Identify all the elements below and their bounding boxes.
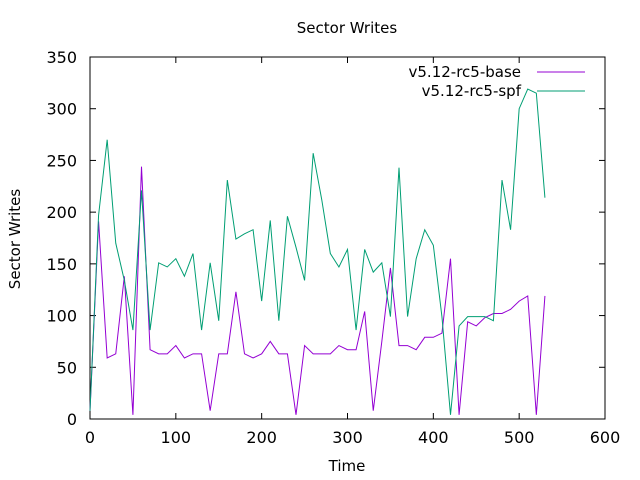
- legend-label: v5.12-rc5-spf: [422, 82, 522, 100]
- y-tick-label: 150: [46, 255, 77, 274]
- chart-title: Sector Writes: [297, 19, 398, 37]
- y-tick-label: 100: [46, 307, 77, 326]
- y-tick-label: 300: [46, 100, 77, 119]
- y-axis-title: Sector Writes: [6, 189, 24, 290]
- plot-frame: [89, 56, 606, 420]
- x-tick-label: 100: [161, 428, 192, 447]
- y-tick-label: 50: [57, 358, 77, 377]
- series-line: [89, 88, 546, 415]
- x-tick-label: 400: [418, 428, 449, 447]
- y-tick-label: 0: [67, 410, 77, 429]
- y-tick-label: 200: [46, 203, 77, 222]
- x-tick-label: 500: [504, 428, 535, 447]
- series-line: [89, 166, 546, 415]
- legend-label: v5.12-rc5-base: [409, 63, 522, 81]
- x-tick-label: 600: [590, 428, 621, 447]
- x-tick-label: 0: [85, 428, 95, 447]
- y-tick-label: 350: [46, 48, 77, 67]
- x-tick-label: 200: [246, 428, 277, 447]
- axis-ticks: 0 100 200 300 400 500 600 0 50 100 150 200 250 300 350: [46, 48, 620, 447]
- x-axis-title: Time: [328, 457, 366, 475]
- x-tick-label: 300: [332, 428, 363, 447]
- y-tick-label: 250: [46, 151, 77, 170]
- series-lines: [89, 88, 546, 415]
